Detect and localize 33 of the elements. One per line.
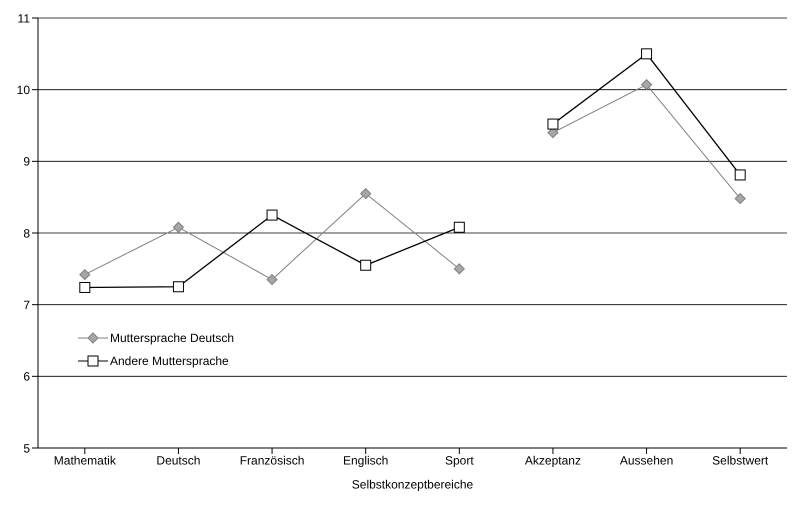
y-tick-label: 11 [18,11,30,26]
point [641,48,652,60]
x-tick-label: Aussehen [620,454,674,468]
legend-label: Andere Muttersprache [110,354,229,368]
point [734,193,746,204]
y-tick-label: 5 [23,441,30,456]
y-tick-label: 10 [16,82,30,97]
x-tick-label: Akzeptanz [524,454,581,468]
x-tick-label: Sport [444,454,474,468]
point [547,118,558,130]
point [454,263,465,274]
legend-label: Muttersprache Deutsch [110,330,234,344]
point [360,188,372,200]
x-axis-title: Selbstkonzeptbereiche [352,478,474,492]
point [79,269,90,280]
point [266,274,278,286]
point [266,210,278,221]
y-tick-label: 8 [23,226,30,240]
x-tick-label: Mathematik [54,454,117,468]
x-tick-label: Französisch [240,454,304,468]
point [79,282,90,293]
x-tick-label: Englisch [343,454,388,468]
x-tick-label: Deutsch [156,454,200,468]
y-tick-label: 7 [23,298,30,312]
y-tick-label: 6 [23,370,30,384]
point [172,222,184,233]
point [172,281,184,292]
x-tick-label: Selbstwert [712,454,769,468]
point [454,222,465,233]
point [734,169,746,180]
point [641,79,652,90]
y-tick-label: 9 [23,154,30,169]
point [360,260,372,271]
